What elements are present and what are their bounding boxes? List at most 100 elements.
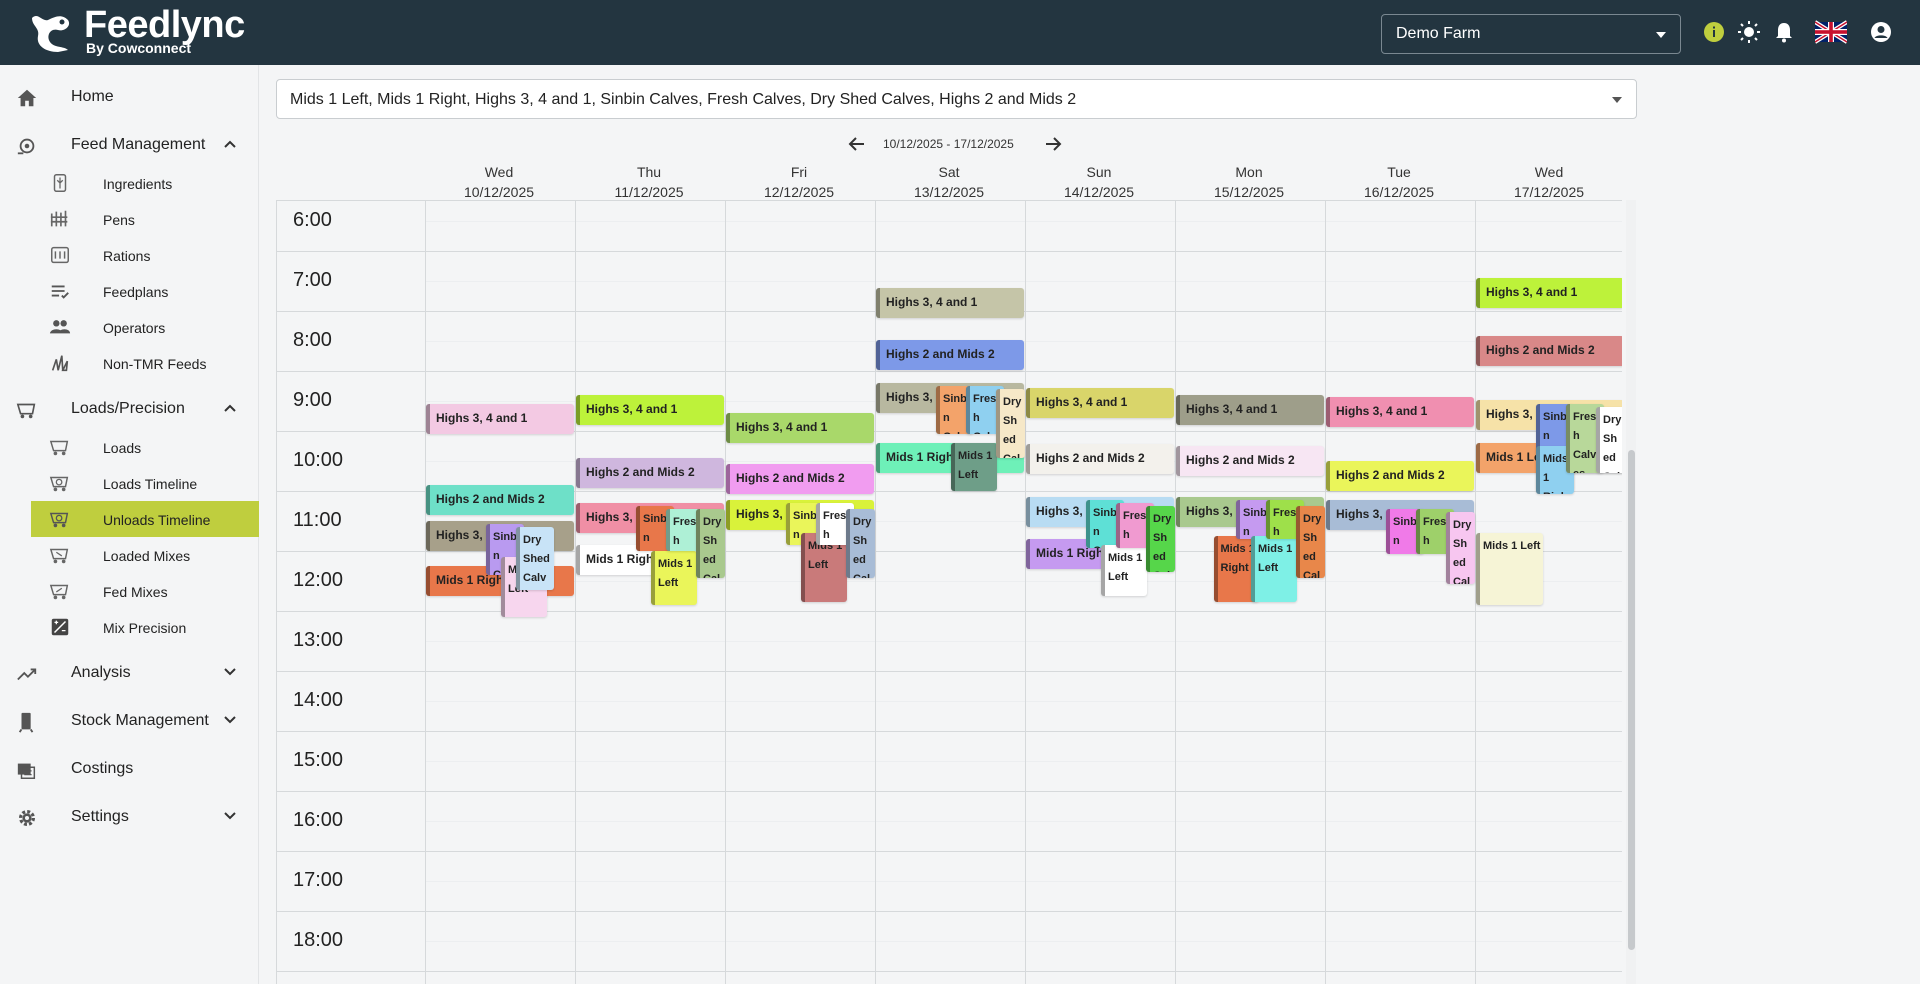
account-icon[interactable]	[1869, 20, 1893, 44]
hour-gridline	[277, 850, 1622, 852]
uk-flag-icon[interactable]	[1815, 20, 1847, 44]
caret-down-icon	[1656, 32, 1666, 38]
brightness-icon[interactable]	[1737, 20, 1761, 44]
unload-event[interactable]: Dry Shed Calves	[846, 508, 875, 578]
sidebar-item-loaded-mixes[interactable]: Loaded Mixes	[31, 537, 259, 573]
nav-analysis[interactable]: Analysis	[0, 655, 259, 691]
unload-event[interactable]: Highs 3, 4 and 1	[1326, 396, 1474, 427]
unload-event[interactable]: Highs 2 and Mids 2	[1026, 444, 1174, 475]
day-column-divider	[425, 201, 426, 984]
day-header-weekday: Thu	[636, 164, 662, 180]
day-header-weekday: Wed	[484, 164, 514, 180]
info-icon[interactable]	[1702, 20, 1726, 44]
unload-event[interactable]: Mids 1 Left	[1101, 544, 1147, 596]
unload-event[interactable]: Highs 3, 4 and 1	[576, 394, 724, 425]
unload-event[interactable]: Highs 3, 4 and 1	[876, 288, 1024, 319]
feedlync-logo[interactable]: Feedlync By Cowconnect	[28, 4, 258, 60]
unload-event[interactable]: Dry Shed Calves	[1446, 511, 1475, 584]
farm-select[interactable]: Demo Farm	[1381, 14, 1681, 54]
farm-select-value: Demo Farm	[1396, 25, 1481, 42]
arrow-left-icon[interactable]	[847, 134, 867, 154]
unload-event[interactable]: Dry Shed Calves	[516, 526, 554, 590]
nav-feed-management[interactable]: Feed Management	[0, 127, 259, 163]
day-header-weekday: Tue	[1387, 164, 1411, 180]
unload-event[interactable]: Highs 2 and Mids 2	[576, 457, 724, 488]
arrow-right-icon[interactable]	[1043, 134, 1063, 154]
calendar-scrollbar-thumb[interactable]	[1628, 450, 1635, 950]
sidebar-item-mix-precision[interactable]: Mix Precision	[31, 609, 259, 645]
half-hour-gridline	[425, 880, 1622, 882]
pens-filter-select[interactable]: Mids 1 Left, Mids 1 Right, Highs 3, 4 an…	[276, 79, 1637, 119]
brand-subtitle: By Cowconnect	[86, 40, 192, 56]
unload-event[interactable]: Mids 1 Left	[651, 550, 697, 605]
sidebar-item-rations[interactable]: Rations	[31, 237, 259, 273]
unload-event[interactable]: Mids 1 Left	[1476, 532, 1544, 605]
nav-loads-precision[interactable]: Loads/Precision	[0, 391, 259, 427]
unload-event[interactable]: Dry Shed Calves	[1596, 406, 1622, 473]
half-hour-gridline	[425, 700, 1622, 702]
unload-event[interactable]: Highs 3, 4 and 1	[1476, 277, 1622, 308]
sidebar-item-label: Operators	[103, 320, 166, 336]
nav-stock-management[interactable]: Stock Management	[0, 703, 259, 739]
sidebar-item-non-tmr-feeds[interactable]: Non-TMR Feeds	[31, 345, 259, 381]
home-icon	[17, 89, 37, 107]
wagon-mix-icon	[49, 584, 69, 600]
sidebar-item-pens[interactable]: Pens	[31, 201, 259, 237]
day-header-date: 17/12/2025	[1513, 184, 1585, 200]
time-label: 13:00	[293, 628, 344, 651]
wagon-mix-icon	[49, 548, 69, 564]
day-header: Sat 13/12/2025	[874, 162, 1024, 202]
day-header-date: 15/12/2025	[1213, 184, 1285, 200]
sidebar-item-operators[interactable]: Operators	[31, 309, 259, 345]
grass-icon	[51, 355, 69, 372]
unload-event[interactable]: Highs 3, 4 and 1	[1026, 387, 1174, 418]
chevron-down-icon	[224, 668, 236, 676]
sidebar-item-feedplans[interactable]: Feedplans	[31, 273, 259, 309]
unload-event[interactable]: Highs 2 and Mids 2	[1476, 336, 1622, 367]
time-label: 7:00	[293, 268, 332, 291]
unload-event[interactable]: Mids 1 Left	[1251, 535, 1297, 602]
unload-event[interactable]: Dry Shed Calves	[696, 508, 725, 578]
half-hour-gridline	[425, 820, 1622, 822]
unload-event[interactable]: Dry Shed Calves	[996, 388, 1025, 458]
unload-event[interactable]: Highs 2 and Mids 2	[1176, 445, 1324, 476]
sidebar-item-loads-timeline[interactable]: Loads Timeline	[31, 465, 259, 501]
half-hour-gridline	[425, 580, 1622, 582]
day-column-divider	[1475, 201, 1476, 984]
nav-costings[interactable]: Costings	[0, 751, 259, 787]
day-header: Wed 10/12/2025	[424, 162, 574, 202]
sidebar-item-label: Feedplans	[103, 284, 169, 300]
nav-settings[interactable]: Settings	[0, 799, 259, 835]
day-header-weekday: Fri	[790, 164, 808, 180]
time-label: 8:00	[293, 328, 332, 351]
day-header-date: 11/12/2025	[614, 184, 684, 200]
sidebar-item-fed-mixes[interactable]: Fed Mixes	[31, 573, 259, 609]
unload-event[interactable]: Highs 2 and Mids 2	[1326, 460, 1474, 491]
ingredients-icon	[53, 174, 67, 192]
day-header: Wed 17/12/2025	[1474, 162, 1624, 202]
unload-event[interactable]: Dry Shed Calves	[1146, 505, 1175, 572]
wagon-clock-icon	[49, 512, 69, 528]
unload-event[interactable]: Highs 3, 4 and 1	[726, 412, 874, 443]
unload-event[interactable]: Highs 3, 4 and 1	[426, 403, 574, 434]
time-label: 15:00	[293, 748, 344, 771]
day-header-date: 16/12/2025	[1363, 184, 1435, 200]
sidebar-item-unloads-timeline[interactable]: Unloads Timeline	[31, 501, 259, 537]
nav-feed-management-label: Feed Management	[71, 136, 206, 153]
time-label: 9:00	[293, 388, 332, 411]
unload-event[interactable]: Mids 1 Left	[951, 442, 997, 491]
bell-icon[interactable]	[1772, 20, 1796, 44]
unload-event[interactable]: Highs 2 and Mids 2	[726, 463, 874, 494]
day-column-divider	[1175, 201, 1176, 984]
day-column-divider	[1025, 201, 1026, 984]
nav-loads-precision-label: Loads/Precision	[71, 400, 185, 417]
nav-home[interactable]: Home	[0, 79, 259, 115]
sidebar-item-ingredients[interactable]: Ingredients	[31, 165, 259, 201]
unload-event[interactable]: Highs 3, 4 and 1	[1176, 394, 1324, 425]
unload-event[interactable]: Dry Shed Calves	[1296, 505, 1325, 578]
unloads-calendar: Wed 10/12/2025 Thu 11/12/2025 Fri 12/12/2025 S…	[276, 160, 1638, 984]
sidebar-item-loads[interactable]: Loads	[31, 429, 259, 465]
silo-icon	[18, 712, 34, 733]
unload-event[interactable]: Highs 2 and Mids 2	[426, 484, 574, 515]
unload-event[interactable]: Highs 2 and Mids 2	[876, 339, 1024, 370]
